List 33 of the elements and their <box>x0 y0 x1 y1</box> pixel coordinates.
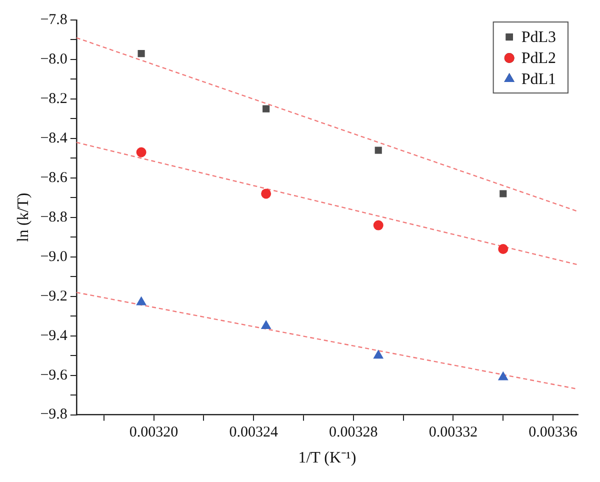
point <box>136 147 146 158</box>
legend-label: PdL2 <box>521 50 556 68</box>
x-axis-title: 1/T (K⁻¹) <box>298 450 356 467</box>
y-tick-label: −9.4 <box>40 328 68 344</box>
point <box>136 296 146 306</box>
y-tick-label: −9.6 <box>40 367 68 384</box>
y-tick-label: −7.8 <box>40 12 68 28</box>
point <box>498 244 508 254</box>
y-tick-label: −9.2 <box>40 288 68 304</box>
point <box>260 320 272 329</box>
point <box>374 146 382 154</box>
y-tick-label: −9.0 <box>40 248 68 265</box>
point <box>138 50 145 58</box>
point <box>373 350 384 359</box>
point <box>373 220 384 230</box>
point <box>261 188 272 199</box>
y-axis-title: ln (k/T) <box>14 192 32 242</box>
x-tick-label: 0.00332 <box>428 424 478 441</box>
y-tick-label: −8.8 <box>40 209 68 226</box>
legend-label: PdL1 <box>521 71 556 88</box>
point <box>262 105 270 112</box>
y-tick-label: −8.0 <box>40 51 68 68</box>
point <box>500 190 507 198</box>
x-tick-label: 0.00324 <box>229 424 278 441</box>
x-tick-label: 0.00336 <box>528 424 578 441</box>
x-tick-label: 0.00328 <box>329 424 378 441</box>
x-tick-label: 0.00320 <box>129 424 178 441</box>
legend-label: PdL3 <box>521 29 556 46</box>
y-tick-label: −9.8 <box>40 406 68 423</box>
y-tick-label: −8.6 <box>40 170 68 186</box>
y-tick-label: −8.4 <box>40 130 68 146</box>
y-tick-label: −8.2 <box>40 90 68 107</box>
point <box>498 371 508 380</box>
